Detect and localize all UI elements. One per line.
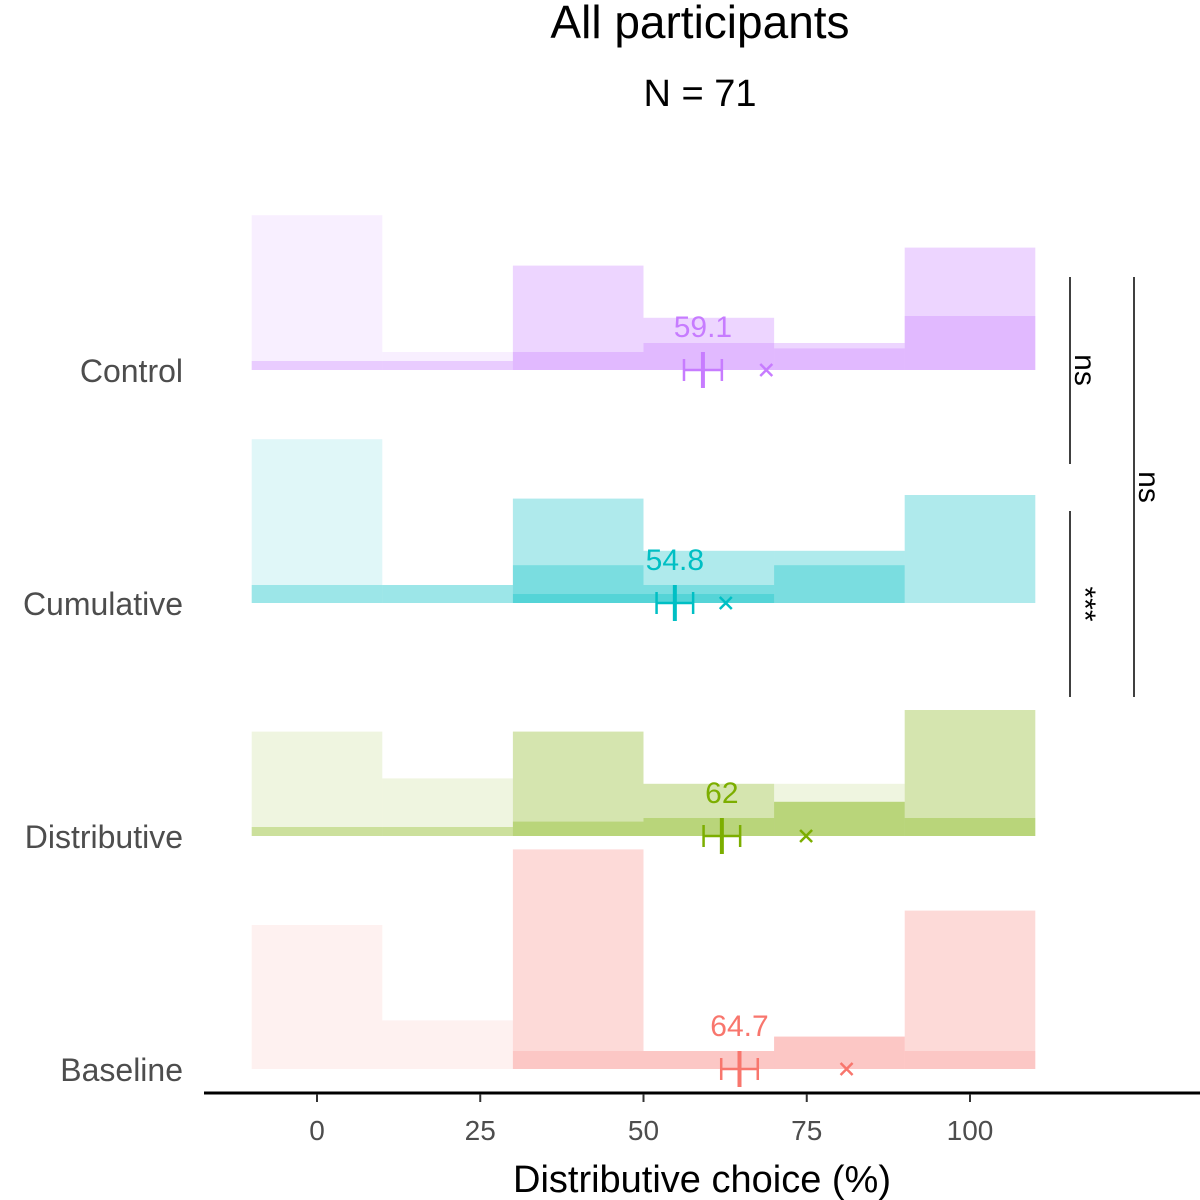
control-bar-layer2-bin0 (251, 361, 383, 370)
control-mean-label: 59.1 (674, 311, 732, 344)
distributive-bar-layer2-bin4 (774, 801, 905, 836)
baseline-mean-label: 64.7 (710, 1010, 768, 1043)
chart-subtitle: N = 71 (643, 73, 756, 115)
baseline-bar-layer2-bin3 (643, 1051, 775, 1069)
control-bar-layer0-bin1 (382, 352, 513, 370)
distributive-category-label: Distributive (25, 819, 183, 855)
chart-title: All participants (550, 0, 849, 48)
control-bar-layer0-bin2 (512, 265, 644, 370)
distributive-bar-layer0-bin0 (251, 731, 383, 836)
cumulative-bar-layer2-bin2 (512, 565, 644, 603)
control-bar-layer2-bin1 (382, 361, 513, 370)
cumulative-bar-layer2-bin1 (382, 585, 513, 603)
distributive-bar-layer2-bin1 (382, 827, 513, 836)
distributive-bar-layer2-bin0 (251, 827, 383, 836)
cumulative-mean-label: 54.8 (646, 544, 704, 577)
control-bar-layer2-bin5 (904, 316, 1036, 370)
cumulative-bar-layer1-bin5 (904, 495, 1036, 603)
baseline-bar-layer1-bin5 (904, 910, 1036, 1069)
distributive-mean-label: 62 (705, 777, 738, 810)
cumulative-category-label: Cumulative (23, 586, 183, 622)
histogram-bars (251, 215, 1036, 1069)
distributive-bar-layer2-bin3 (643, 818, 775, 836)
baseline-bar-layer0-bin0 (251, 925, 383, 1069)
distributive-bar-layer1-bin5 (904, 710, 1036, 836)
x-tick-label-50: 50 (628, 1115, 659, 1146)
distributive-bar-layer1-bin4 (774, 801, 905, 836)
significance-brackets: ns *** ns (1068, 277, 1165, 697)
x-tick-label-25: 25 (465, 1115, 496, 1146)
significance-label-0: ns (1068, 354, 1101, 386)
control-bar-layer0-bin0 (251, 215, 383, 370)
cumulative-bar-layer1-bin2 (512, 498, 644, 603)
control-category-label: Control (80, 353, 183, 389)
baseline-bar-layer0-bin4 (774, 1036, 905, 1069)
cumulative-bar-layer0-bin3 (643, 550, 775, 603)
distributive-bar-layer0-bin2 (512, 731, 644, 836)
cumulative-bar-layer1-bin3 (643, 550, 775, 603)
x-tick-label-75: 75 (791, 1115, 822, 1146)
x-tick-label-0: 0 (309, 1115, 325, 1146)
distributive-bar-layer0-bin5 (904, 710, 1036, 836)
distributive-bar-layer0-bin1 (382, 778, 513, 836)
baseline-category-label: Baseline (60, 1052, 183, 1088)
cumulative-bar-layer2-bin0 (251, 585, 383, 603)
distributive-bar-layer0-bin4 (774, 783, 905, 836)
control-bar-layer2-bin2 (512, 352, 644, 370)
distributive-bar-layer2-bin5 (904, 818, 1036, 836)
baseline-bar-layer2-bin2 (512, 1051, 644, 1069)
control-bar-layer1-bin2 (512, 265, 644, 370)
control-bar-layer1-bin5 (904, 247, 1036, 370)
baseline-bar-layer0-bin5 (904, 910, 1036, 1069)
x-tick-label-100: 100 (947, 1115, 994, 1146)
distributive-cross-marker (799, 829, 813, 843)
control-cross-marker (759, 363, 774, 377)
cumulative-bar-layer1-bin4 (774, 550, 905, 603)
distributive-bar-layer1-bin2 (512, 731, 644, 836)
control-bar-layer2-bin4 (774, 348, 905, 370)
mean-markers: 59.1 54.8 62 64.7 (646, 311, 854, 1087)
control-bar-layer0-bin5 (904, 247, 1036, 370)
distributive-bar-layer2-bin2 (512, 821, 644, 836)
cumulative-bar-layer0-bin1 (382, 585, 513, 603)
baseline-cross-marker (839, 1062, 854, 1076)
baseline-bar-layer1-bin4 (774, 1036, 905, 1069)
baseline-bar-layer0-bin1 (382, 1020, 513, 1069)
cumulative-bar-layer3-bin3 (643, 594, 775, 603)
distributive-bar-layer1-bin3 (643, 783, 775, 836)
control-bar-layer0-bin3 (643, 317, 775, 370)
baseline-bar-layer2-bin5 (904, 1051, 1036, 1069)
control-bar-layer1-bin4 (774, 343, 905, 370)
baseline-bar-layer0-bin2 (512, 849, 644, 1069)
cumulative-bar-layer0-bin0 (251, 439, 383, 603)
cumulative-bar-layer3-bin2 (512, 594, 644, 603)
x-axis-ticks: 0 25 50 75 100 (309, 1094, 993, 1146)
baseline-bar-layer1-bin2 (512, 849, 644, 1069)
control-bar-layer0-bin4 (774, 343, 905, 370)
cumulative-bar-layer0-bin5 (904, 495, 1036, 603)
control-bar-layer1-bin3 (643, 317, 775, 370)
cumulative-bar-layer0-bin4 (774, 550, 905, 603)
x-axis-title: Distributive choice (%) (513, 1159, 891, 1200)
cumulative-bar-layer2-bin4 (774, 565, 905, 603)
cumulative-bar-layer0-bin2 (512, 498, 644, 603)
baseline-bar-layer2-bin4 (774, 1036, 905, 1069)
category-labels: Control Cumulative Distributive Baseline (23, 353, 183, 1088)
control-bar-layer2-bin3 (643, 343, 775, 370)
significance-label-2: ns (1132, 471, 1165, 503)
significance-label-1: *** (1068, 586, 1101, 621)
distributive-bar-layer0-bin3 (643, 783, 775, 836)
cumulative-cross-marker (718, 596, 733, 610)
